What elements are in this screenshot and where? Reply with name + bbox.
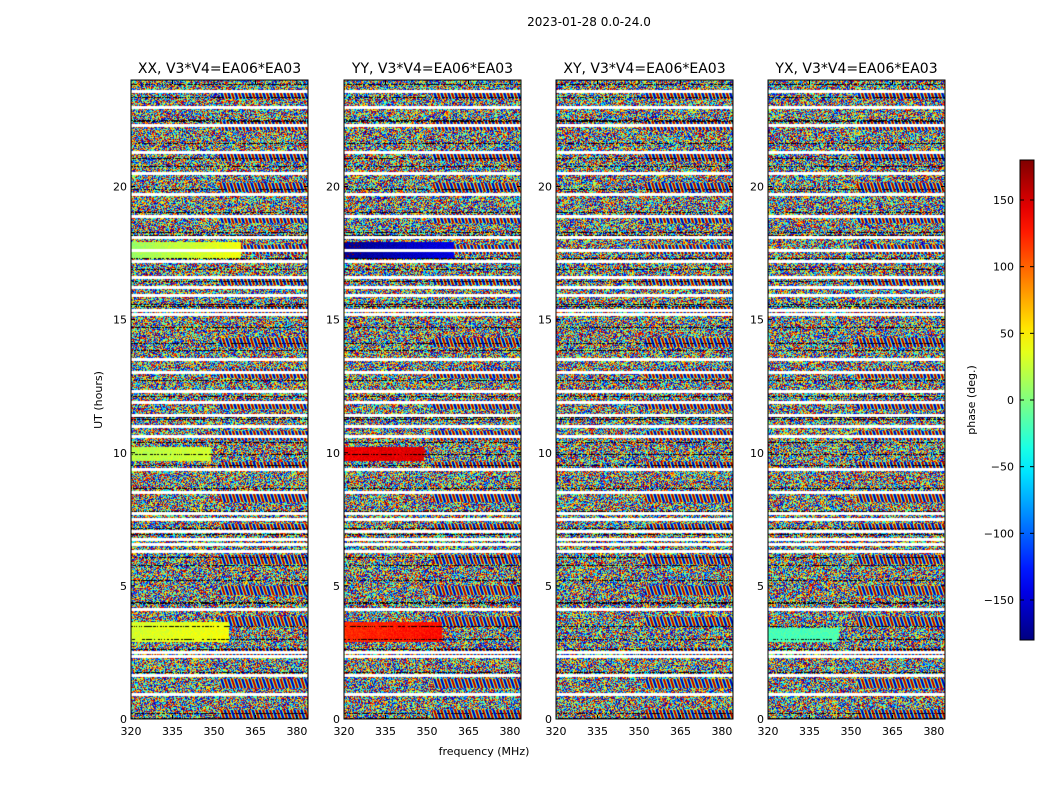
x-tick-label: 350 xyxy=(416,725,437,738)
x-tick-label: 350 xyxy=(840,725,861,738)
panel-frame xyxy=(130,79,309,720)
y-tick-label: 20 xyxy=(750,181,764,194)
colorbar-tick-label: −150 xyxy=(984,594,1014,607)
y-tick-label: 5 xyxy=(333,580,340,593)
y-tick-label: 15 xyxy=(750,314,764,327)
x-tick-label: 335 xyxy=(799,725,820,738)
y-tick-label: 0 xyxy=(120,713,127,726)
panel-title: XY, V3*V4=EA06*EA03 xyxy=(563,61,725,77)
y-axis-label: UT (hours) xyxy=(92,371,105,429)
x-tick-label: 350 xyxy=(203,725,224,738)
heatmap-image-1 xyxy=(131,80,308,719)
y-tick-label: 10 xyxy=(750,447,764,460)
y-tick-label: 15 xyxy=(538,314,552,327)
x-axis-label: frequency (MHz) xyxy=(439,745,530,758)
x-tick-label: 365 xyxy=(670,725,691,738)
x-tick-label: 335 xyxy=(375,725,396,738)
panel-title: YX, V3*V4=EA06*EA03 xyxy=(774,61,937,77)
colorbar-tick-label: 50 xyxy=(1000,327,1014,340)
panel-2: YY, V3*V4=EA06*EA03 320 335 350 365 380 0 5 10 15… xyxy=(326,61,522,738)
y-tick-label: 0 xyxy=(333,713,340,726)
panel-title: XX, V3*V4=EA06*EA03 xyxy=(138,61,301,77)
y-tick-label: 20 xyxy=(326,181,340,194)
x-tick-label: 380 xyxy=(923,725,944,738)
panel-frame xyxy=(555,79,734,720)
colorbar-tick-label: 0 xyxy=(1007,394,1014,407)
x-tick-label: 320 xyxy=(334,725,355,738)
heatmap-image-2 xyxy=(344,80,521,719)
panels: XX, V3*V4=EA06*EA03 320 335 350 365 380 0 5 10 15… xyxy=(113,61,946,738)
y-tick-label: 0 xyxy=(545,713,552,726)
panel-1: XX, V3*V4=EA06*EA03 320 335 350 365 380 0 5 10 15… xyxy=(113,61,309,738)
x-tick-label: 380 xyxy=(711,725,732,738)
y-tick-label: 15 xyxy=(326,314,340,327)
y-tick-label: 20 xyxy=(113,181,127,194)
colorbar: −150 −100 −50 0 50 100 150 phase (deg.) xyxy=(965,159,1035,641)
colorbar-tick-label: −100 xyxy=(984,527,1014,540)
x-tick-label: 365 xyxy=(458,725,479,738)
heatmap-image-3 xyxy=(556,80,733,719)
colorbar-tick-label: 150 xyxy=(993,194,1014,207)
y-tick-label: 15 xyxy=(113,314,127,327)
panel-frame xyxy=(343,79,522,720)
x-tick-label: 335 xyxy=(162,725,183,738)
y-tick-label: 5 xyxy=(545,580,552,593)
panel-3: XY, V3*V4=EA06*EA03 320 335 350 365 380 0 5 10 15… xyxy=(538,61,734,738)
x-tick-label: 320 xyxy=(758,725,779,738)
colorbar-tick-label: 100 xyxy=(993,261,1014,274)
x-tick-label: 350 xyxy=(628,725,649,738)
y-tick-label: 10 xyxy=(113,447,127,460)
y-tick-label: 0 xyxy=(757,713,764,726)
y-tick-label: 10 xyxy=(538,447,552,460)
y-tick-label: 20 xyxy=(538,181,552,194)
x-tick-label: 320 xyxy=(121,725,142,738)
x-tick-label: 365 xyxy=(882,725,903,738)
panel-4: YX, V3*V4=EA06*EA03 320 335 350 365 380 0 5 10 15… xyxy=(750,61,946,738)
x-tick-label: 380 xyxy=(286,725,307,738)
y-tick-label: 5 xyxy=(757,580,764,593)
x-tick-label: 320 xyxy=(546,725,567,738)
colorbar-label: phase (deg.) xyxy=(965,365,978,435)
y-tick-label: 5 xyxy=(120,580,127,593)
x-tick-label: 335 xyxy=(587,725,608,738)
panel-title: YY, V3*V4=EA06*EA03 xyxy=(351,61,513,77)
colorbar-tick-label: −50 xyxy=(991,461,1014,474)
x-tick-label: 380 xyxy=(499,725,520,738)
heatmap-image-4 xyxy=(768,80,945,719)
x-tick-label: 365 xyxy=(245,725,266,738)
y-tick-label: 10 xyxy=(326,447,340,460)
panel-frame xyxy=(767,79,946,720)
figure-title: 2023-01-28 0.0-24.0 xyxy=(527,15,651,29)
